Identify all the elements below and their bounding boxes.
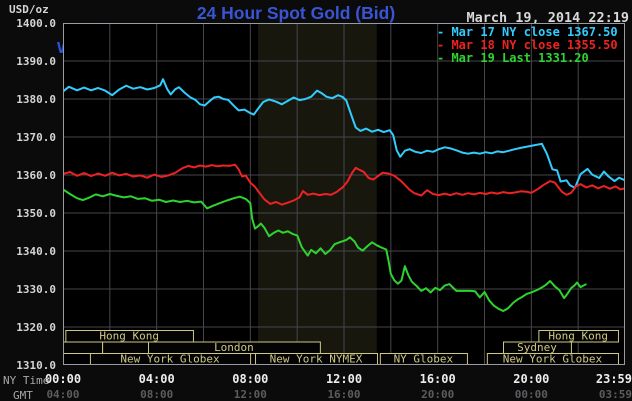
plot-frame xyxy=(63,23,625,365)
x-tick-ny: 04:00 xyxy=(138,372,175,386)
legend-entry: - Mar 17 NY close 1367.50 xyxy=(437,25,618,39)
session-box xyxy=(538,330,619,343)
y-tick-label: 1330.0 xyxy=(16,283,56,296)
x-tick-gmt: 04:00 xyxy=(46,388,80,401)
x-tick-ny: 12:00 xyxy=(325,372,363,386)
y-tick-label: 1320.0 xyxy=(16,321,56,334)
price-line-3 xyxy=(63,188,587,312)
session-box xyxy=(89,353,252,365)
x-tick-ny: 23:59 xyxy=(595,372,632,386)
x-tick-gmt: 16:00 xyxy=(327,388,361,401)
session-label: Hong Kong xyxy=(99,330,159,343)
session-label: New York Globex xyxy=(120,353,220,366)
legend: - Mar 17 NY close 1367.50- Mar 18 NY clo… xyxy=(437,26,618,64)
y-tick-label: 1360.0 xyxy=(16,169,56,182)
x-tick-ny: 20:00 xyxy=(513,372,550,386)
session-label: London xyxy=(214,341,254,354)
x-tick-ny: 00:00 xyxy=(44,372,82,386)
datetime-label: March 19, 2014 22:19 xyxy=(466,10,629,26)
y-tick-label: 1350.0 xyxy=(16,207,56,220)
y-tick-label: 1390.0 xyxy=(16,55,56,68)
session-box xyxy=(63,341,104,354)
y-tick-label: 1380.0 xyxy=(16,93,56,106)
x-tick-gmt: 08:00 xyxy=(140,388,174,401)
session-label: Hong Kong xyxy=(548,330,608,343)
session-label: New York Globex xyxy=(503,353,603,366)
session-label: Sydney xyxy=(517,341,557,354)
x-tick-gmt: 20:00 xyxy=(421,388,455,401)
price-line-2 xyxy=(63,163,625,206)
x-tick-ny: 16:00 xyxy=(419,372,456,386)
session-box xyxy=(486,353,619,365)
x-tick-ny: 08:00 xyxy=(232,372,269,386)
session-label: New York NYMEX xyxy=(270,353,363,366)
y-tick-label: 1340.0 xyxy=(16,245,56,258)
y-tick-label: 1400.0 xyxy=(16,17,56,30)
legend-entry: - Mar 19 Last 1331.20 xyxy=(437,50,589,65)
gmt-caption: GMT xyxy=(13,389,33,401)
ny-time-caption: NY Time xyxy=(3,374,50,387)
price-line-1 xyxy=(63,78,625,189)
legend-entry: - Mar 18 NY close 1355.50 xyxy=(437,37,618,52)
session-label: NY Globex xyxy=(394,353,454,366)
x-tick-gmt: 00:00 xyxy=(514,388,548,401)
y-tick-label: 1370.0 xyxy=(16,131,56,144)
y-tick-label: 1310.0 xyxy=(16,359,56,372)
session-box xyxy=(379,353,468,365)
x-tick-gmt: 03:59 xyxy=(598,388,632,401)
units-label: USD/oz xyxy=(9,3,49,16)
x-tick-gmt: 12:00 xyxy=(233,388,267,401)
session-box xyxy=(255,353,379,365)
chart-title: 24 Hour Spot Gold (Bid) xyxy=(196,3,396,23)
